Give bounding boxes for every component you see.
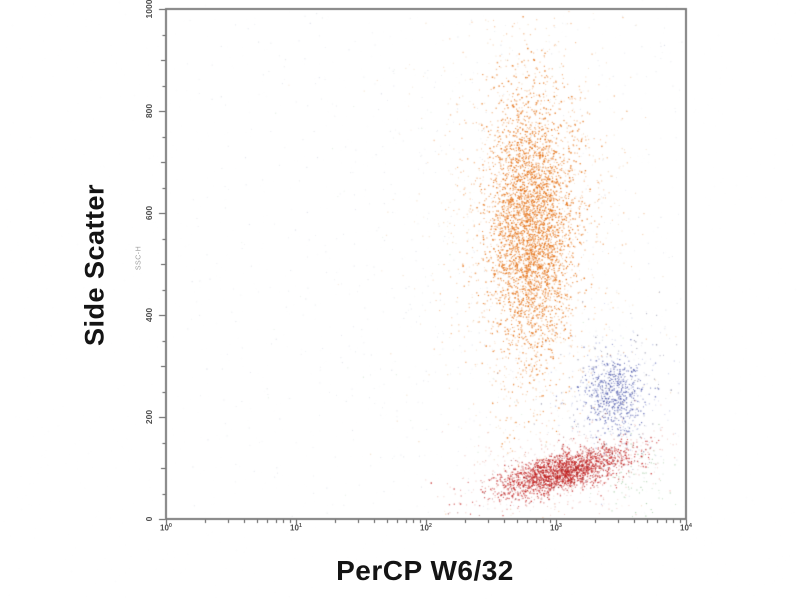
x-tick-label: 101 [290, 523, 302, 533]
x-tick-label: 100 [160, 523, 172, 533]
y-tick-label: 0 [144, 516, 154, 522]
y-tick-label: 600 [144, 205, 154, 221]
x-axis-title: PerCP W6/32 [336, 555, 514, 586]
x-tick-label: 104 [680, 523, 692, 533]
y-tick-label: 1000 [144, 0, 154, 19]
y-tick-label: 400 [144, 307, 154, 323]
y-tick-label: 200 [144, 409, 154, 425]
y-axis-sublabel: SSC-H [135, 245, 143, 271]
y-tick-label: 800 [144, 103, 154, 119]
x-tick-label: 103 [550, 523, 562, 533]
y-axis-title: Side Scatter [79, 183, 110, 347]
x-tick-label: 102 [420, 523, 432, 533]
